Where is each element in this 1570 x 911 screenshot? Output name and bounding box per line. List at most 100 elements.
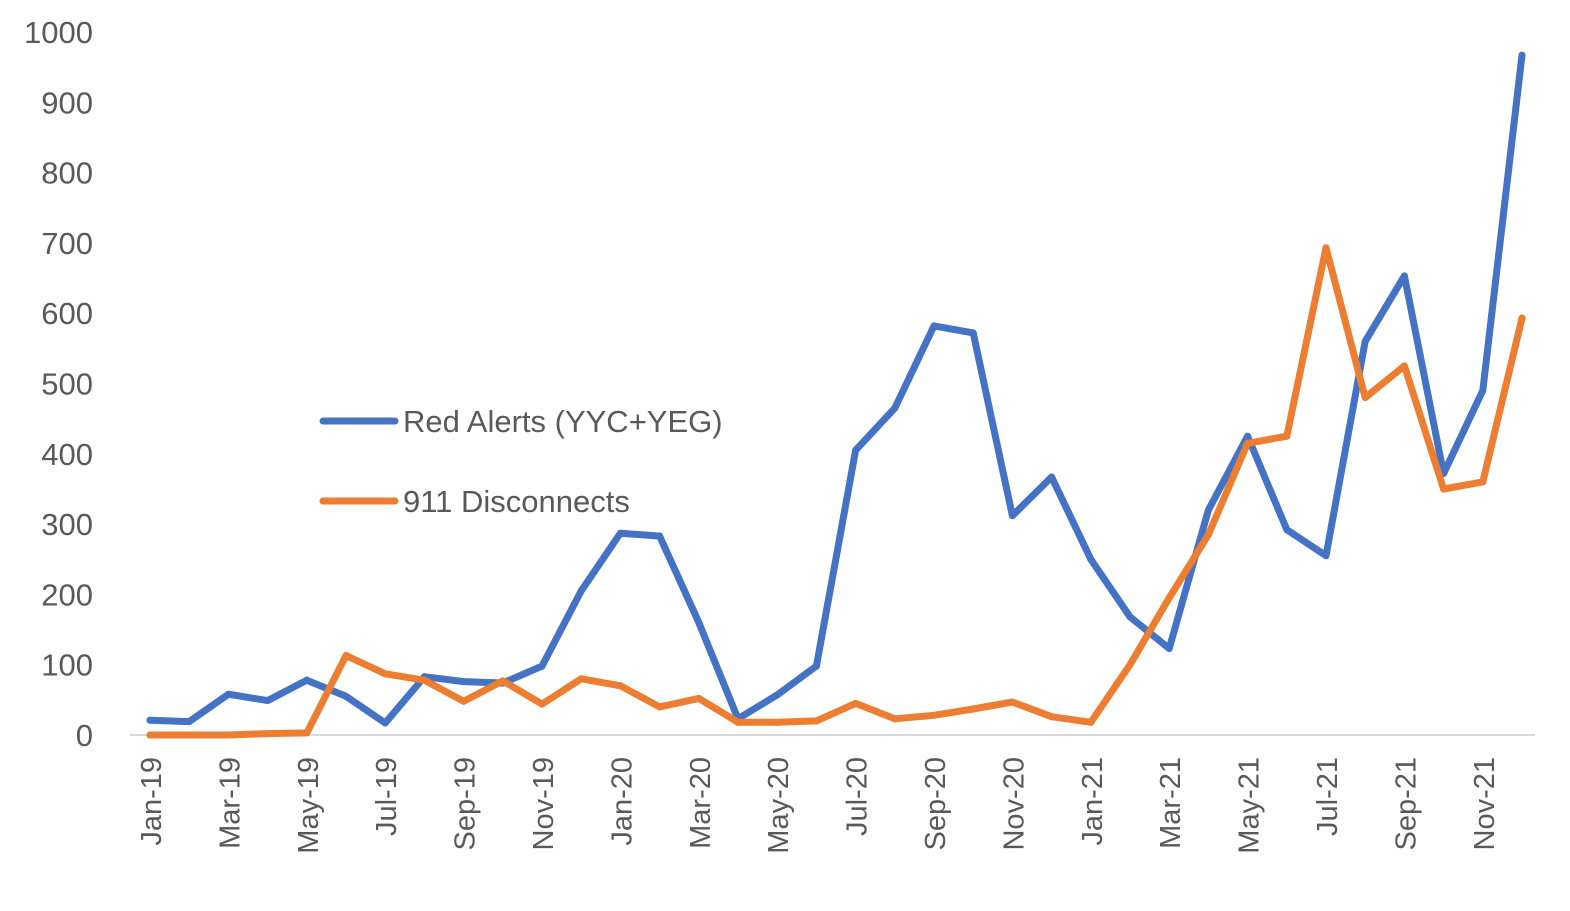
x-tick-label: Jul-19 (371, 757, 403, 836)
x-tick-label: Jan-19 (136, 757, 168, 846)
data-point (381, 670, 389, 678)
y-tick-label: 900 (41, 85, 93, 120)
legend: Red Alerts (YYC+YEG) 911 Disconnects (319, 404, 723, 519)
data-point (1087, 718, 1095, 726)
x-tick-label: Sep-19 (450, 757, 482, 851)
y-tick-label: 0 (76, 718, 93, 753)
y-tick-label: 300 (41, 507, 93, 542)
x-tick-label: Nov-20 (998, 757, 1030, 851)
x-tick-label: Nov-19 (528, 757, 560, 851)
data-point (695, 619, 703, 627)
y-tick-label: 800 (41, 156, 93, 191)
data-point (1048, 713, 1056, 721)
y-tick-label: 100 (41, 648, 93, 683)
data-point (930, 322, 938, 330)
data-point (460, 678, 468, 686)
data-point (264, 697, 272, 705)
data-point (499, 677, 507, 685)
data-point (146, 716, 154, 724)
y-tick-label: 400 (41, 437, 93, 472)
data-point (1008, 698, 1016, 706)
data-point (146, 731, 154, 739)
data-point (224, 731, 232, 739)
data-point (185, 718, 193, 726)
data-point (185, 731, 193, 739)
data-point (812, 717, 820, 725)
data-point (1479, 387, 1487, 395)
data-point (1087, 555, 1095, 563)
data-point (1440, 485, 1448, 493)
data-point (342, 692, 350, 700)
data-point (969, 329, 977, 337)
data-point (1008, 512, 1016, 520)
data-point (1204, 506, 1212, 514)
data-point (1479, 478, 1487, 486)
data-point (616, 682, 624, 690)
data-point (695, 694, 703, 702)
data-point (656, 532, 664, 540)
data-point (420, 676, 428, 684)
data-point (381, 719, 389, 727)
data-point (1518, 314, 1526, 322)
data-point (812, 662, 820, 670)
x-tick-label: Mar-20 (685, 757, 717, 849)
y-tick-label: 200 (41, 577, 93, 612)
x-tick-label: May-20 (763, 757, 795, 854)
x-tick-label: May-19 (293, 757, 325, 854)
data-point (538, 700, 546, 708)
x-tick-label: Sep-21 (1390, 757, 1422, 851)
x-tick-label: Jan-21 (1077, 757, 1109, 846)
data-point (656, 703, 664, 711)
data-point (616, 529, 624, 537)
data-point (1244, 432, 1252, 440)
data-point (930, 711, 938, 719)
data-point (1518, 51, 1526, 59)
y-tick-label: 600 (41, 296, 93, 331)
x-tick-label: Jul-21 (1312, 757, 1344, 836)
data-point (1361, 337, 1369, 345)
data-point (1361, 394, 1369, 402)
data-point (1165, 645, 1173, 653)
y-tick-label: 700 (41, 226, 93, 261)
legend-label: Red Alerts (YYC+YEG) (403, 404, 723, 439)
data-point (852, 699, 860, 707)
data-point (1400, 272, 1408, 280)
x-tick-label: Sep-20 (920, 757, 952, 851)
data-point (538, 662, 546, 670)
data-point (891, 404, 899, 412)
x-tick-label: Jul-20 (842, 757, 874, 836)
data-point (303, 729, 311, 737)
data-point (1244, 439, 1252, 447)
data-point (1283, 526, 1291, 534)
x-tick-label: Jan-20 (606, 757, 638, 846)
data-point (1126, 661, 1134, 669)
x-tick-label: Mar-21 (1155, 757, 1187, 849)
data-point (1400, 362, 1408, 370)
legend-label: 911 Disconnects (403, 484, 630, 519)
series-lines (146, 51, 1526, 739)
data-point (303, 676, 311, 684)
series-line-1 (146, 244, 1526, 739)
x-tick-label: Nov-21 (1469, 757, 1501, 851)
data-point (1165, 594, 1173, 602)
data-point (1126, 613, 1134, 621)
data-point (1322, 552, 1330, 560)
x-tick-label: May-21 (1234, 757, 1266, 854)
data-point (773, 718, 781, 726)
series-line-0 (146, 51, 1526, 727)
data-point (460, 697, 468, 705)
x-tick-label: Mar-19 (214, 757, 246, 849)
y-axis-tick-labels: 0 100 200 300 400 500 600 700 800 900 1000 (24, 15, 93, 753)
x-axis-tick-labels: Jan-19 Mar-19 May-19 Jul-19 Sep-19 Nov-19 Jan-… (136, 757, 1501, 854)
data-point (264, 730, 272, 738)
data-point (969, 705, 977, 713)
data-point (1283, 432, 1291, 440)
data-point (734, 718, 742, 726)
data-point (577, 587, 585, 595)
data-point (577, 675, 585, 683)
data-point (852, 446, 860, 454)
data-point (891, 715, 899, 723)
data-point (1322, 244, 1330, 252)
